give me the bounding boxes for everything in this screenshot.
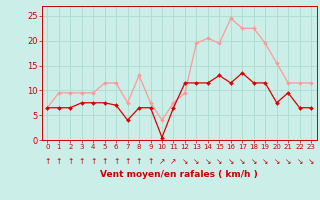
Text: ↗: ↗ xyxy=(159,157,165,166)
Text: ↘: ↘ xyxy=(308,157,314,166)
Text: ↘: ↘ xyxy=(251,157,257,166)
Text: ↑: ↑ xyxy=(124,157,131,166)
Text: ↑: ↑ xyxy=(56,157,62,166)
Text: ↑: ↑ xyxy=(90,157,96,166)
Text: ↗: ↗ xyxy=(170,157,177,166)
Text: ↘: ↘ xyxy=(205,157,211,166)
Text: ↘: ↘ xyxy=(182,157,188,166)
Text: ↑: ↑ xyxy=(147,157,154,166)
Text: ↑: ↑ xyxy=(136,157,142,166)
Text: ↑: ↑ xyxy=(101,157,108,166)
Text: ↘: ↘ xyxy=(285,157,291,166)
Text: ↑: ↑ xyxy=(67,157,74,166)
Text: ↘: ↘ xyxy=(274,157,280,166)
Text: ↘: ↘ xyxy=(239,157,245,166)
Text: ↘: ↘ xyxy=(193,157,200,166)
Text: ↘: ↘ xyxy=(216,157,222,166)
Text: ↘: ↘ xyxy=(296,157,303,166)
X-axis label: Vent moyen/en rafales ( km/h ): Vent moyen/en rafales ( km/h ) xyxy=(100,170,258,179)
Text: ↑: ↑ xyxy=(78,157,85,166)
Text: ↑: ↑ xyxy=(113,157,119,166)
Text: ↑: ↑ xyxy=(44,157,51,166)
Text: ↘: ↘ xyxy=(228,157,234,166)
Text: ↘: ↘ xyxy=(262,157,268,166)
